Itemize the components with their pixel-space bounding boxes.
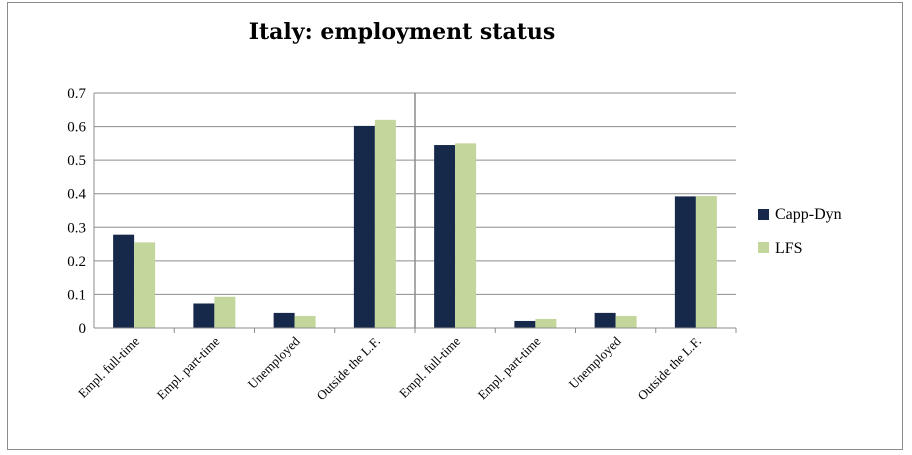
legend-label-capp-dyn: Capp-Dyn xyxy=(775,206,842,223)
bar-capp-dyn xyxy=(514,320,536,328)
bars-layer xyxy=(113,119,717,329)
bar-capp-dyn xyxy=(434,145,456,328)
bar-lfs xyxy=(374,119,396,328)
chart-frame: Italy: employment status 0 0.1 0.2 0.3 0.4 0.… xyxy=(7,2,903,450)
y-tick-label: 0.6 xyxy=(67,120,86,136)
x-category-label: Unemployed xyxy=(245,333,303,391)
x-category-label: Outside the L.F. xyxy=(313,334,383,404)
y-tick-label: 0.7 xyxy=(67,86,86,102)
y-tick-label: 0.5 xyxy=(67,153,86,169)
chart-svg: Italy: employment status 0 0.1 0.2 0.3 0.4 0.… xyxy=(67,19,842,404)
bar-capp-dyn xyxy=(273,312,295,328)
bar-capp-dyn xyxy=(594,312,616,328)
x-category-label: Empl. part-time xyxy=(475,333,544,402)
bar-lfs xyxy=(294,315,316,328)
bar-capp-dyn xyxy=(193,303,215,328)
bar-lfs xyxy=(695,196,717,328)
y-tick-label: 0.3 xyxy=(67,220,86,236)
y-tick-label: 0 xyxy=(79,321,87,337)
bar-capp-dyn xyxy=(353,125,375,329)
x-category-label: Empl. full-time xyxy=(396,333,463,400)
bar-lfs xyxy=(615,315,637,328)
x-category-label: Unemployed xyxy=(566,333,624,391)
chart-title: Italy: employment status xyxy=(249,19,556,45)
y-tick-label: 0.1 xyxy=(67,287,86,303)
y-tick-label: 0.4 xyxy=(67,187,86,203)
bar-lfs xyxy=(134,242,156,328)
legend-swatch-capp-dyn xyxy=(758,209,769,220)
x-category-label: Outside the L.F. xyxy=(634,334,704,404)
bar-capp-dyn xyxy=(113,234,135,328)
x-category-label: Empl. part-time xyxy=(154,333,223,402)
legend: Capp-Dyn LFS xyxy=(758,206,842,257)
bar-lfs xyxy=(214,296,236,328)
y-tick-label: 0.2 xyxy=(67,254,86,270)
bar-lfs xyxy=(535,318,557,328)
bar-capp-dyn xyxy=(674,196,696,328)
legend-swatch-lfs xyxy=(758,242,769,253)
legend-label-lfs: LFS xyxy=(775,240,803,257)
bar-lfs xyxy=(455,143,477,328)
x-category-label: Empl. full-time xyxy=(75,333,142,400)
